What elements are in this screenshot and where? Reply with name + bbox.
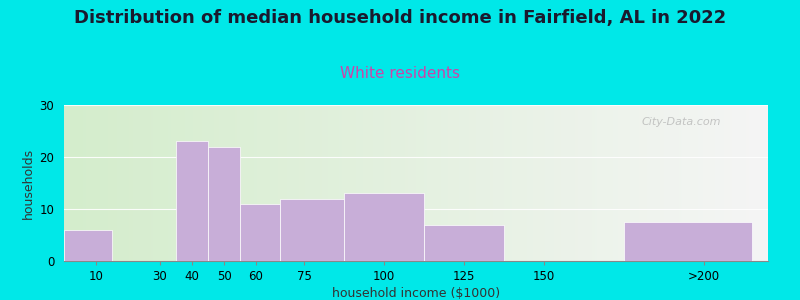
Bar xyxy=(64,230,112,261)
Bar xyxy=(624,222,752,261)
Bar xyxy=(424,225,504,261)
Text: Distribution of median household income in Fairfield, AL in 2022: Distribution of median household income … xyxy=(74,9,726,27)
Bar xyxy=(344,194,424,261)
Y-axis label: households: households xyxy=(22,147,35,219)
X-axis label: household income ($1000): household income ($1000) xyxy=(332,287,500,300)
Text: White residents: White residents xyxy=(340,66,460,81)
Bar xyxy=(280,199,344,261)
Text: City-Data.com: City-Data.com xyxy=(642,118,721,128)
Bar xyxy=(208,147,240,261)
Bar xyxy=(176,141,208,261)
Bar xyxy=(240,204,280,261)
